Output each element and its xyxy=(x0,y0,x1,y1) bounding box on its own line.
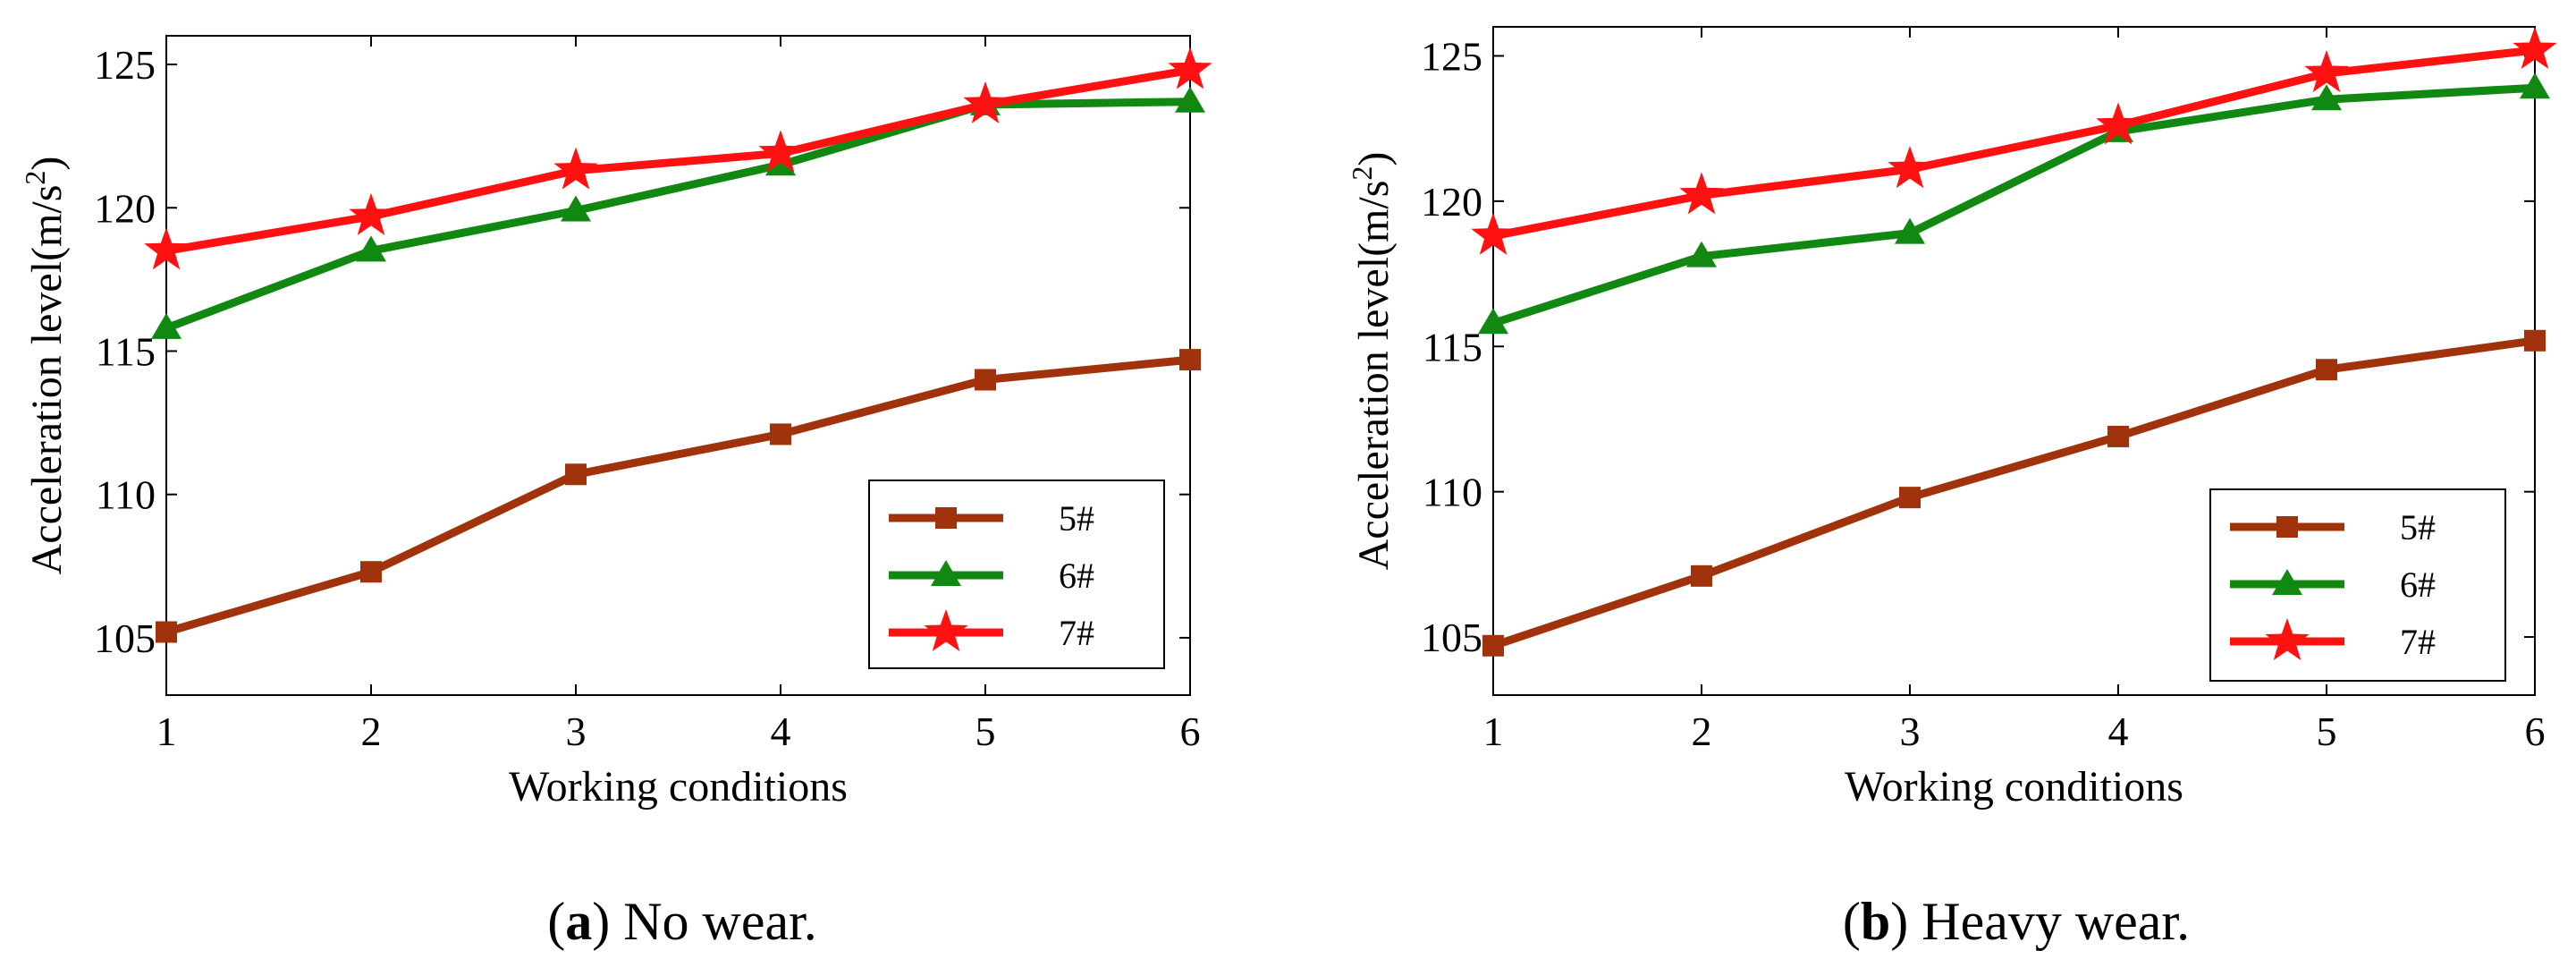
legend-entry-label: 7# xyxy=(1059,613,1094,653)
data-point-series-7 xyxy=(349,192,393,235)
data-point-series-6 xyxy=(151,312,182,339)
caption-letter: a xyxy=(565,892,592,951)
data-point-series-7 xyxy=(963,81,1008,123)
y-tick-label: 110 xyxy=(1423,470,1482,515)
caption-open-paren: ( xyxy=(547,892,565,951)
x-axis-label: Working conditions xyxy=(509,763,848,811)
data-point-series-5 xyxy=(156,621,177,643)
x-tick-label: 4 xyxy=(2108,709,2129,754)
y-tick-label: 115 xyxy=(1423,324,1482,369)
chart-caption: (b) Heavy wear. xyxy=(1843,892,2190,951)
x-tick-label: 1 xyxy=(156,709,177,754)
data-point-series-6 xyxy=(1895,217,1925,244)
legend-entry-label: 5# xyxy=(2400,507,2436,547)
data-point-series-7 xyxy=(758,130,803,173)
x-tick-label: 4 xyxy=(771,709,791,754)
legend-marker xyxy=(931,560,961,586)
y-tick-label: 105 xyxy=(1421,615,1482,660)
series-line-6 xyxy=(165,98,1191,333)
y-tick-label: 125 xyxy=(1421,33,1482,79)
legend-entry-label: 7# xyxy=(2400,622,2436,662)
series-line-7 xyxy=(165,66,1191,255)
caption-letter: b xyxy=(1861,892,1890,951)
data-point-series-6 xyxy=(1686,241,1717,267)
chart-caption: (a) No wear. xyxy=(547,892,817,951)
y-tick-label: 120 xyxy=(94,185,156,231)
data-point-series-5 xyxy=(565,463,587,486)
x-tick-label: 1 xyxy=(1483,709,1504,754)
y-axis-label-superscript: 2 xyxy=(19,171,51,185)
x-tick-label: 5 xyxy=(2317,709,2337,754)
series-line-6 xyxy=(1491,83,2536,327)
y-axis-label-close: ) xyxy=(23,157,71,171)
caption-close-paren: ) xyxy=(592,892,623,951)
data-point-series-7 xyxy=(2513,27,2557,69)
data-point-series-5 xyxy=(2107,425,2129,447)
data-point-series-7 xyxy=(144,227,189,270)
legend-marker xyxy=(924,609,968,651)
data-point-series-7 xyxy=(1168,47,1212,89)
y-axis-label-text: Acceleration level(m/s xyxy=(1350,181,1398,571)
y-axis-label: Acceleration level(m/s2) xyxy=(1346,152,1398,571)
data-point-series-6 xyxy=(1175,86,1205,113)
x-tick-label: 5 xyxy=(976,709,996,754)
data-point-series-5 xyxy=(1482,634,1504,657)
series-line-5 xyxy=(165,355,1191,636)
x-tick-label: 3 xyxy=(566,709,587,754)
legend-marker xyxy=(2265,618,2310,660)
y-axis-label: Acceleration level(m/s2) xyxy=(19,157,71,575)
y-tick-label: 105 xyxy=(94,615,156,661)
data-point-series-7 xyxy=(1679,172,1724,215)
y-tick-label: 120 xyxy=(1421,179,1482,225)
legend-entry-label: 6# xyxy=(2400,564,2436,605)
data-point-series-6 xyxy=(2311,84,2342,111)
data-point-series-6 xyxy=(2520,72,2550,99)
chart-panel-heavy-wear: 1 2 3 4 5 6 105 110 115 120 125 Working conditions A… xyxy=(1346,26,2557,951)
series-line-5 xyxy=(1491,336,2536,650)
data-point-series-5 xyxy=(975,369,996,391)
caption-open-paren: ( xyxy=(1843,892,1861,951)
x-axis-label: Working conditions xyxy=(1845,763,2183,811)
y-tick-label: 115 xyxy=(96,328,156,374)
data-point-series-5 xyxy=(1691,564,1712,587)
data-point-series-5 xyxy=(1899,487,1921,509)
data-point-series-6 xyxy=(561,195,591,222)
data-point-series-5 xyxy=(1179,349,1201,371)
caption-text: No wear. xyxy=(623,892,817,951)
caption-text: Heavy wear. xyxy=(1921,892,2190,951)
data-point-series-7 xyxy=(2096,102,2141,145)
data-point-series-5 xyxy=(360,561,382,583)
data-point-series-7 xyxy=(1888,146,1932,189)
data-point-series-7 xyxy=(1471,212,1516,255)
legend-entry-label: 6# xyxy=(1059,556,1094,596)
y-axis-label-text: Acceleration level(m/s xyxy=(23,185,71,575)
data-point-series-6 xyxy=(356,235,386,262)
data-point-series-5 xyxy=(770,423,791,446)
y-tick-label: 125 xyxy=(94,42,156,88)
data-point-series-6 xyxy=(1478,308,1508,335)
y-axis-label-superscript: 2 xyxy=(1346,166,1378,181)
caption-close-paren: ) xyxy=(1890,892,1921,951)
y-axis-label-close: ) xyxy=(1350,152,1398,166)
x-tick-label: 2 xyxy=(361,709,382,754)
legend-marker xyxy=(2276,516,2298,538)
series-line-7 xyxy=(1492,46,2536,241)
x-tick-label: 2 xyxy=(1692,709,1712,754)
y-tick-label: 110 xyxy=(96,472,156,518)
data-point-series-7 xyxy=(2304,50,2349,92)
x-tick-label: 6 xyxy=(2525,709,2546,754)
data-point-series-5 xyxy=(2524,329,2546,352)
plot-area-frame xyxy=(1492,26,2536,696)
data-point-series-7 xyxy=(553,147,598,190)
chart-panel-no-wear: 1 2 3 4 5 6 105 110 115 120 125 Working conditions A… xyxy=(19,35,1212,951)
legend-marker xyxy=(2272,569,2302,595)
data-point-series-5 xyxy=(2316,359,2337,381)
legend-marker xyxy=(935,507,957,529)
x-tick-label: 6 xyxy=(1180,709,1201,754)
legend-entry-label: 5# xyxy=(1059,498,1094,539)
x-tick-label: 3 xyxy=(1900,709,1921,754)
